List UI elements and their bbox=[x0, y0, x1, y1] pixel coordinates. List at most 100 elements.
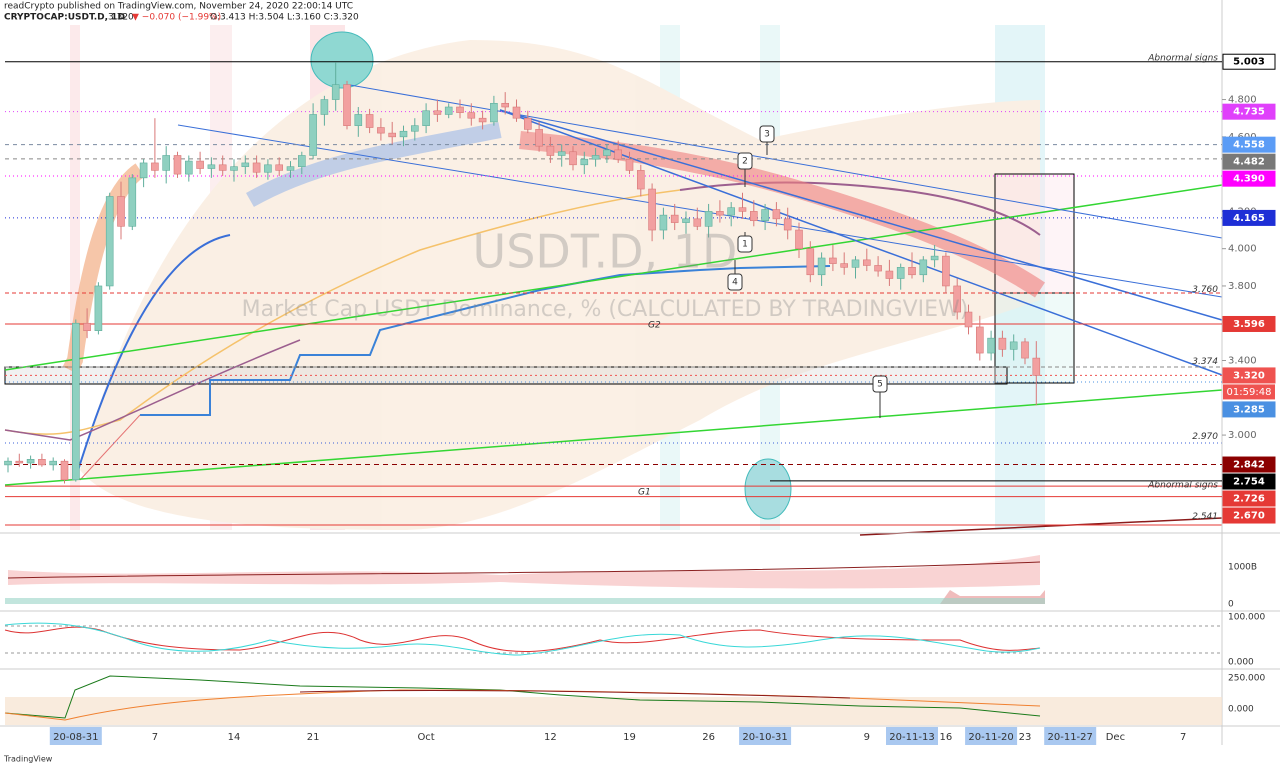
candle-body bbox=[94, 285, 103, 331]
candle-body bbox=[817, 257, 826, 276]
candle-body bbox=[987, 337, 995, 354]
date-label: 7 bbox=[1180, 732, 1186, 743]
candle-body bbox=[862, 259, 871, 266]
price-pane: 4.8004.6004.2004.0003.8003.4003.0003.760… bbox=[4, 53, 1276, 715]
panel-axis-label: 0.000 bbox=[1228, 705, 1254, 715]
candle-body bbox=[444, 106, 453, 115]
price-tag bbox=[1222, 153, 1276, 170]
candle-body bbox=[670, 214, 679, 223]
candle-body bbox=[264, 164, 272, 173]
candle-body bbox=[806, 248, 815, 276]
candle-body bbox=[241, 162, 250, 167]
marker-label: 2 bbox=[742, 157, 748, 167]
candle-body bbox=[433, 110, 442, 115]
candle-body bbox=[309, 114, 317, 156]
price-tag-label: 2.754 bbox=[1233, 477, 1265, 488]
candle-body bbox=[162, 155, 170, 171]
candle-body bbox=[749, 211, 758, 222]
candle-body bbox=[659, 214, 668, 231]
candle-body bbox=[410, 125, 419, 132]
panel-axis-label: 1000B bbox=[1228, 563, 1257, 573]
date-highlight bbox=[886, 727, 938, 745]
candle-body bbox=[829, 257, 837, 264]
candle-body bbox=[738, 207, 747, 212]
y-tick-label: 3.000 bbox=[1228, 430, 1257, 441]
candle-body bbox=[467, 112, 476, 119]
candle-body bbox=[648, 188, 656, 231]
candle-body bbox=[975, 326, 984, 354]
candle-body bbox=[117, 196, 125, 227]
candle-body bbox=[38, 459, 46, 466]
candle-body bbox=[60, 460, 69, 481]
candle-body bbox=[795, 229, 803, 249]
panel-axis-label: 0 bbox=[1228, 600, 1234, 610]
date-highlight bbox=[1044, 727, 1097, 745]
ohlc: O:3.413 H:3.504 L:3.160 C:3.320 bbox=[210, 13, 359, 23]
last-price: 3.320 bbox=[108, 13, 134, 23]
y-tick-label: 3.400 bbox=[1228, 356, 1257, 367]
panel-axis-label: 0.000 bbox=[1228, 658, 1254, 668]
price-tag-label: 2.726 bbox=[1233, 494, 1265, 505]
candle-body bbox=[354, 114, 363, 126]
date-label: 19 bbox=[623, 732, 636, 743]
price-tag bbox=[1222, 53, 1276, 70]
countdown: 01:59:48 bbox=[1227, 387, 1272, 398]
countdown-tag bbox=[1223, 384, 1275, 400]
price-tag-label: 4.390 bbox=[1233, 174, 1265, 185]
date-label: 26 bbox=[702, 732, 715, 743]
date-label: Dec bbox=[1106, 732, 1125, 743]
candle-body bbox=[693, 218, 702, 227]
price-tag bbox=[1222, 473, 1276, 490]
candle-body bbox=[1009, 341, 1018, 350]
candle-body bbox=[998, 337, 1007, 350]
candle-body bbox=[942, 255, 950, 287]
price-tag-label: 5.003 bbox=[1233, 57, 1265, 68]
candle-body bbox=[26, 459, 35, 464]
candle-body bbox=[851, 259, 860, 268]
price-tag bbox=[1222, 490, 1276, 507]
date-highlight bbox=[965, 727, 1018, 745]
candle-body bbox=[874, 265, 882, 272]
candle-body bbox=[151, 162, 159, 171]
date-label: 16 bbox=[940, 732, 953, 743]
candle-body bbox=[896, 267, 905, 279]
candle-body bbox=[682, 218, 690, 223]
candle-body bbox=[422, 110, 430, 126]
y-tick-label: 3.800 bbox=[1228, 281, 1257, 292]
candle-body bbox=[919, 259, 928, 276]
marker-box bbox=[737, 152, 753, 170]
candle-body bbox=[456, 106, 464, 113]
candle-body bbox=[512, 106, 521, 119]
candle-body bbox=[1032, 357, 1041, 376]
candle-body bbox=[885, 270, 894, 279]
candle-body bbox=[173, 155, 182, 175]
candle-body bbox=[185, 160, 193, 175]
marker-label: 1 bbox=[742, 240, 748, 250]
candle-body bbox=[1021, 341, 1029, 359]
date-label: Oct bbox=[417, 732, 434, 743]
candle-body bbox=[716, 211, 724, 216]
line-label: 3.374 bbox=[1192, 357, 1218, 367]
candle-body bbox=[840, 263, 849, 268]
candle-body bbox=[320, 99, 329, 115]
candle-body bbox=[490, 102, 498, 123]
candle-body bbox=[523, 117, 532, 130]
candle-body bbox=[377, 127, 385, 134]
candle-body bbox=[727, 207, 736, 216]
candle-body bbox=[399, 130, 408, 138]
date-label: 20-10-31 bbox=[742, 732, 787, 743]
abnormal-signs: Abnormal signs bbox=[1147, 481, 1218, 491]
g2: G2 bbox=[648, 321, 661, 331]
marker-box bbox=[872, 375, 888, 393]
abnormal-signs: Abnormal signs bbox=[1147, 54, 1218, 64]
candle-body bbox=[704, 211, 713, 227]
price-tag bbox=[1222, 507, 1276, 524]
price-tag-label: 4.482 bbox=[1233, 157, 1265, 168]
price-tag-label: 2.670 bbox=[1233, 511, 1265, 522]
candle-body bbox=[275, 164, 284, 171]
price-tag bbox=[1222, 103, 1276, 120]
date-label: 20-11-20 bbox=[968, 732, 1013, 743]
date-label: 9 bbox=[864, 732, 870, 743]
price-tag-label: 2.842 bbox=[1233, 460, 1265, 471]
